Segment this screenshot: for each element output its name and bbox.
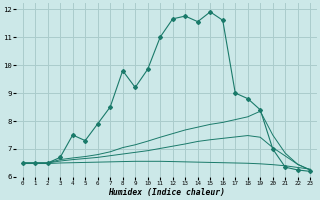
X-axis label: Humidex (Indice chaleur): Humidex (Indice chaleur) [108,188,225,197]
